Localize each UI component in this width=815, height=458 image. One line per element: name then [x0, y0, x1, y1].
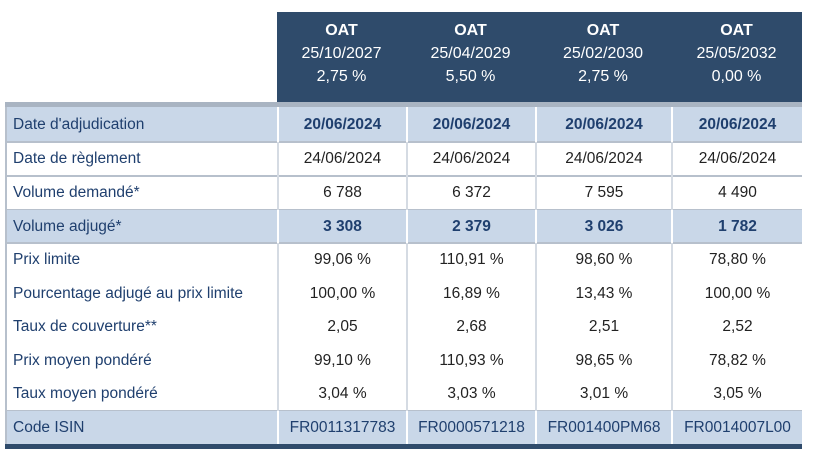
cell-value: 110,93 % — [406, 344, 535, 377]
cell-value: 20/06/2024 — [671, 107, 802, 142]
header-coupon: 2,75 % — [578, 68, 628, 85]
cell-value: 78,80 % — [671, 243, 802, 277]
header-coupon: 2,75 % — [316, 68, 367, 85]
cell-value: 3 026 — [535, 210, 671, 243]
cell-value: FR0014007L00 — [671, 411, 802, 444]
cell-value: 110,91 % — [406, 243, 535, 277]
row-label: Volume adjugé* — [13, 217, 122, 235]
header-name: OAT — [720, 22, 753, 39]
cell-value: 3 308 — [277, 210, 406, 243]
cell-value: 24/06/2024 — [406, 142, 535, 176]
row-rule — [5, 242, 802, 244]
row-label: Volume demandé* — [13, 184, 140, 201]
cell-value: 2,05 — [277, 310, 406, 344]
row-label: Pourcentage adjugé au prix limite — [13, 284, 244, 302]
cell-value: FR0000571218 — [406, 411, 535, 444]
cell-value: 24/06/2024 — [277, 142, 406, 176]
cell-value: 100,00 % — [671, 277, 802, 310]
header-coupon: 5,50 % — [445, 68, 496, 85]
row-label: Date de règlement — [13, 150, 141, 167]
cell-value: 3,05 % — [671, 377, 802, 411]
row-label: Prix limite — [13, 251, 81, 268]
header-maturity: 25/04/2029 — [430, 45, 511, 62]
header-maturity: 25/02/2030 — [562, 45, 644, 62]
cell-value: 98,60 % — [535, 243, 671, 277]
cell-value: 2 379 — [406, 210, 535, 243]
row-rule — [5, 141, 802, 143]
header-bg — [277, 12, 802, 102]
cell-value: 6 788 — [277, 176, 406, 210]
cell-value: 4 490 — [671, 176, 802, 210]
cell-value: 6 372 — [406, 176, 535, 210]
row-bg — [7, 210, 802, 243]
cell-value: 20/06/2024 — [277, 107, 406, 142]
cell-value: 16,89 % — [406, 277, 535, 310]
cell-value: 2,52 — [671, 310, 802, 344]
cell-value: 24/06/2024 — [535, 142, 671, 176]
row-bg — [7, 411, 802, 444]
cell-value: 20/06/2024 — [535, 107, 671, 142]
cell-value: 3,01 % — [535, 377, 671, 411]
cell-value: 98,65 % — [535, 344, 671, 377]
cell-value: FR0011317783 — [277, 411, 406, 444]
row-label: Taux moyen pondéré — [13, 385, 158, 402]
table-left-border — [5, 107, 7, 444]
table-bottom-rule — [5, 444, 802, 449]
row-label: Date d'adjudication — [13, 115, 145, 133]
row-label: Prix moyen pondéré — [13, 351, 152, 369]
cell-value: FR001400PM68 — [535, 411, 671, 444]
cell-value: 13,43 % — [535, 277, 671, 310]
cell-value: 78,82 % — [671, 344, 802, 377]
cell-value: 3,04 % — [277, 377, 406, 411]
cell-value: 3,03 % — [406, 377, 535, 411]
header-maturity: 25/10/2027 — [301, 45, 382, 62]
cell-value: 2,51 — [535, 310, 671, 344]
cell-value: 7 595 — [535, 176, 671, 210]
header-maturity: 25/05/2032 — [696, 45, 777, 62]
row-label: Code ISIN — [13, 418, 85, 436]
header-name: OAT — [454, 22, 487, 39]
cell-value: 24/06/2024 — [671, 142, 802, 176]
cell-value: 20/06/2024 — [406, 107, 535, 142]
cell-value: 2,68 — [406, 310, 535, 344]
row-bg — [7, 107, 802, 142]
header-coupon: 0,00 % — [711, 68, 762, 85]
cell-value: 99,06 % — [277, 243, 406, 277]
row-rule — [5, 175, 802, 177]
header-name: OAT — [325, 22, 358, 39]
header-name: OAT — [586, 22, 620, 39]
header-rule — [5, 102, 802, 107]
cell-value: 100,00 % — [277, 277, 406, 310]
cell-value: 1 782 — [671, 210, 802, 243]
cell-value: 99,10 % — [277, 344, 406, 377]
row-label: Taux de couverture** — [13, 318, 157, 335]
